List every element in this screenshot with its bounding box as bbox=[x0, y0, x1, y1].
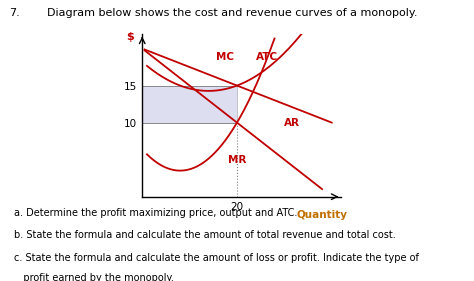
Text: 7.: 7. bbox=[9, 8, 20, 19]
Text: MR: MR bbox=[228, 155, 246, 165]
Text: profit earned by the monopoly.: profit earned by the monopoly. bbox=[14, 273, 174, 281]
Text: ATC: ATC bbox=[256, 52, 278, 62]
Text: c. State the formula and calculate the amount of loss or profit. Indicate the ty: c. State the formula and calculate the a… bbox=[14, 253, 419, 263]
Text: b. State the formula and calculate the amount of total revenue and total cost.: b. State the formula and calculate the a… bbox=[14, 230, 396, 241]
Text: $: $ bbox=[127, 32, 134, 42]
Text: MC: MC bbox=[216, 52, 234, 62]
Text: AR: AR bbox=[284, 118, 301, 128]
Bar bbox=[142, 86, 237, 123]
Text: Quantity: Quantity bbox=[297, 210, 348, 220]
Text: a. Determine the profit maximizing price, output and ATC.: a. Determine the profit maximizing price… bbox=[14, 208, 298, 218]
Text: Diagram below shows the cost and revenue curves of a monopoly.: Diagram below shows the cost and revenue… bbox=[47, 8, 418, 19]
